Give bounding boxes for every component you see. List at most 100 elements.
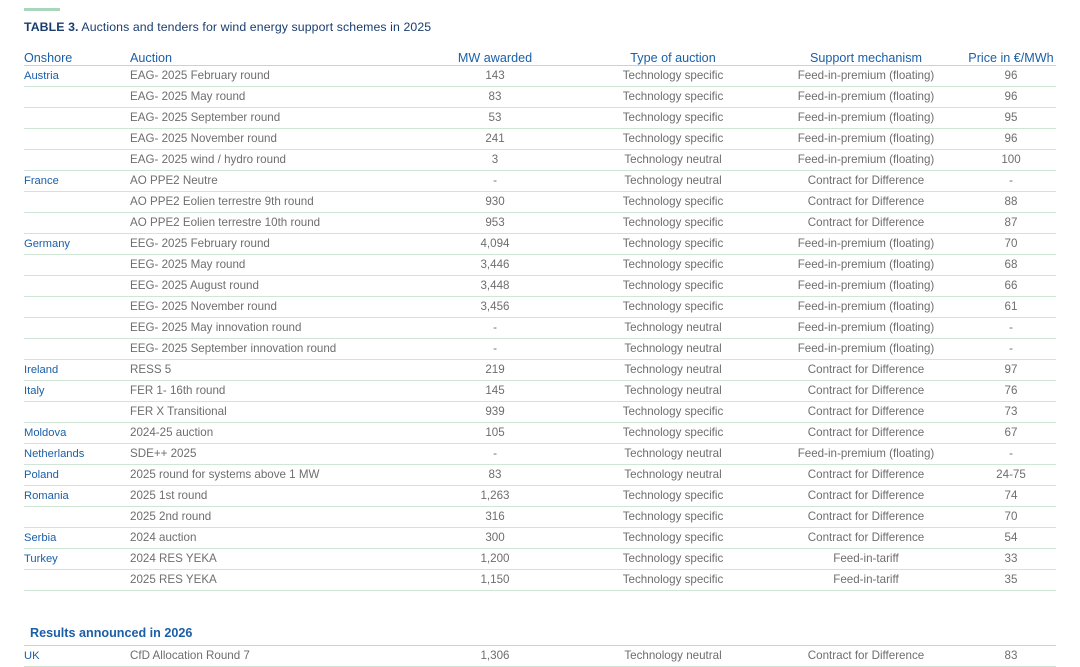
- auctions-table: Onshore Auction MW awarded Type of aucti…: [24, 51, 1056, 667]
- cell-support-mechanism: Feed-in-premium (floating): [797, 237, 935, 250]
- cell-auction: 2024 RES YEKA: [130, 552, 217, 565]
- cell-auction: EEG- 2025 September innovation round: [130, 342, 337, 355]
- cell-support-mechanism: Feed-in-premium (floating): [797, 279, 935, 292]
- section-spacer-cell: [24, 591, 1056, 622]
- cell-country: [24, 213, 130, 234]
- cell-country: Austria: [24, 70, 59, 82]
- cell-auction: 2025 round for systems above 1 MW: [130, 468, 320, 481]
- table-row: EEG- 2025 May round 3,446 Technology speci…: [24, 255, 1056, 276]
- cell-auction: EEG- 2025 February round: [130, 237, 270, 250]
- cell-support-mechanism: Feed-in-premium (floating): [797, 132, 935, 145]
- cell-support-mechanism: Contract for Difference: [807, 531, 925, 544]
- cell-support-mechanism: Contract for Difference: [807, 510, 925, 523]
- cell-country: [24, 507, 130, 528]
- cell-mw-awarded: 143: [485, 69, 505, 82]
- cell-country: Ireland: [24, 364, 59, 376]
- cell-mw-awarded: 953: [485, 216, 505, 229]
- cell-country: [24, 255, 130, 276]
- cell-auction: EAG- 2025 May round: [130, 90, 246, 103]
- table-row: Moldova 2024-25 auction 105 Technology spec…: [24, 423, 1056, 444]
- cell-price: -: [1009, 174, 1013, 187]
- table-caption: TABLE 3. Auctions and tenders for wind e…: [24, 20, 1056, 34]
- table-row: EEG- 2025 September innovation round - Tec…: [24, 339, 1056, 360]
- cell-support-mechanism: Feed-in-premium (floating): [797, 153, 935, 166]
- cell-type-of-auction: Technology neutral: [624, 384, 722, 397]
- table-header: Onshore Auction MW awarded Type of aucti…: [24, 51, 1056, 66]
- cell-price: -: [1009, 447, 1013, 460]
- cell-support-mechanism: Contract for Difference: [807, 195, 925, 208]
- cell-auction: 2025 RES YEKA: [130, 573, 217, 586]
- table-row: UK CfD Allocation Round 7 1,306 Technology …: [24, 646, 1056, 667]
- cell-support-mechanism: Contract for Difference: [807, 405, 925, 418]
- cell-type-of-auction: Technology neutral: [624, 153, 722, 166]
- cell-type-of-auction: Technology specific: [622, 69, 724, 82]
- column-header-type-of-auction: Type of auction: [630, 51, 716, 65]
- cell-type-of-auction: Technology specific: [622, 237, 724, 250]
- cell-price: 96: [1004, 132, 1018, 145]
- table-row: EEG- 2025 November round 3,456 Technology …: [24, 297, 1056, 318]
- cell-mw-awarded: 105: [485, 426, 505, 439]
- cell-auction: 2025 1st round: [130, 489, 208, 502]
- cell-price: 68: [1004, 258, 1018, 271]
- cell-support-mechanism: Feed-in-premium (floating): [797, 321, 935, 334]
- cell-country: Poland: [24, 469, 59, 481]
- cell-mw-awarded: 939: [485, 405, 505, 418]
- cell-country: [24, 339, 130, 360]
- cell-type-of-auction: Technology specific: [622, 510, 724, 523]
- cell-support-mechanism: Feed-in-premium (floating): [797, 258, 935, 271]
- cell-auction: EAG- 2025 wind / hydro round: [130, 153, 286, 166]
- cell-type-of-auction: Technology neutral: [624, 447, 722, 460]
- cell-type-of-auction: Technology neutral: [624, 342, 722, 355]
- table-row: EAG- 2025 November round 241 Technology sp…: [24, 129, 1056, 150]
- table-row: Romania 2025 1st round 1,263 Technology spe…: [24, 486, 1056, 507]
- table-row: Turkey 2024 RES YEKA 1,200 Technology speci…: [24, 549, 1056, 570]
- cell-price: 24-75: [996, 468, 1026, 481]
- cell-country: [24, 108, 130, 129]
- cell-mw-awarded: 1,263: [480, 489, 510, 502]
- cell-auction: EEG- 2025 May round: [130, 258, 246, 271]
- cell-mw-awarded: 3,456: [480, 300, 510, 313]
- section-heading: Results announced in 2026: [30, 626, 193, 640]
- cell-price: 83: [1004, 649, 1018, 662]
- table-row: FER X Transitional 939 Technology specific…: [24, 402, 1056, 423]
- cell-support-mechanism: Contract for Difference: [807, 426, 925, 439]
- cell-type-of-auction: Technology specific: [622, 531, 724, 544]
- table-row: 2025 2nd round 316 Technology specific Cont…: [24, 507, 1056, 528]
- cell-price: 87: [1004, 216, 1018, 229]
- cell-auction: AO PPE2 Neutre: [130, 174, 218, 187]
- cell-type-of-auction: Technology specific: [622, 300, 724, 313]
- cell-mw-awarded: -: [493, 321, 497, 334]
- cell-price: 61: [1004, 300, 1018, 313]
- cell-mw-awarded: 219: [485, 363, 505, 376]
- cell-auction: AO PPE2 Eolien terrestre 9th round: [130, 195, 314, 208]
- cell-country: Italy: [24, 385, 45, 397]
- table-row: AO PPE2 Eolien terrestre 10th round 953 Te…: [24, 213, 1056, 234]
- cell-auction: FER 1- 16th round: [130, 384, 226, 397]
- cell-price: 35: [1004, 573, 1018, 586]
- table-row: Austria EAG- 2025 February round 143 Techno…: [24, 66, 1056, 87]
- cell-auction: 2025 2nd round: [130, 510, 212, 523]
- cell-country: [24, 570, 130, 591]
- cell-country: France: [24, 175, 59, 187]
- cell-type-of-auction: Technology specific: [622, 132, 724, 145]
- cell-mw-awarded: 145: [485, 384, 505, 397]
- cell-type-of-auction: Technology specific: [622, 552, 724, 565]
- cell-price: 73: [1004, 405, 1018, 418]
- table-row: Serbia 2024 auction 300 Technology specific…: [24, 528, 1056, 549]
- cell-price: 76: [1004, 384, 1018, 397]
- cell-type-of-auction: Technology specific: [622, 489, 724, 502]
- cell-mw-awarded: 83: [488, 90, 502, 103]
- cell-type-of-auction: Technology neutral: [624, 363, 722, 376]
- table-row: EEG- 2025 May innovation round - Technolog…: [24, 318, 1056, 339]
- table-caption-label: TABLE 3.: [24, 20, 79, 34]
- cell-price: 96: [1004, 90, 1018, 103]
- cell-support-mechanism: Feed-in-tariff: [833, 573, 899, 586]
- cell-type-of-auction: Technology specific: [622, 258, 724, 271]
- cell-country: [24, 87, 130, 108]
- accent-rule: [24, 8, 60, 11]
- column-header-auction: Auction: [130, 51, 173, 65]
- cell-country: [24, 150, 130, 171]
- column-header-support-mechanism: Support mechanism: [810, 51, 922, 65]
- cell-type-of-auction: Technology specific: [622, 111, 724, 124]
- cell-support-mechanism: Feed-in-premium (floating): [797, 447, 935, 460]
